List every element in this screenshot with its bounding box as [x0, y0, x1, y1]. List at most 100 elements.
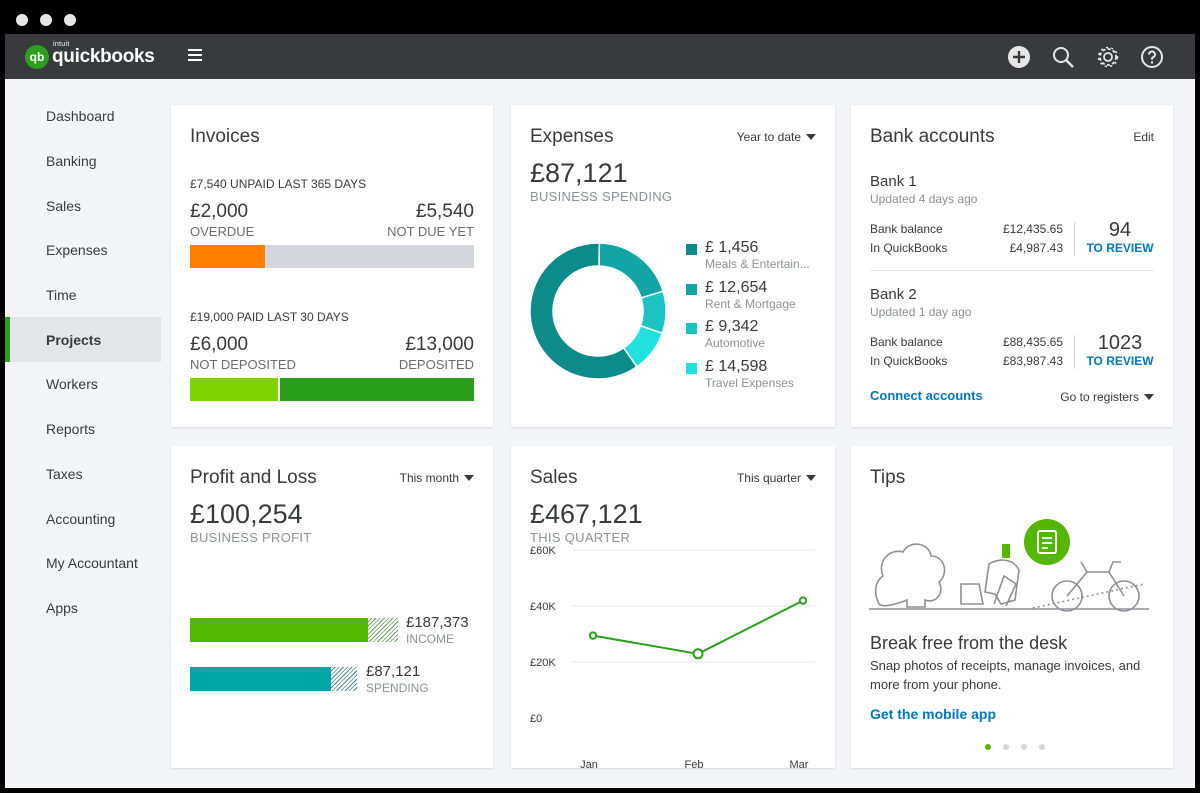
pagination-dot[interactable] — [1021, 744, 1027, 750]
get-mobile-app-link[interactable]: Get the mobile app — [870, 706, 997, 722]
overdue-label: OVERDUE — [190, 224, 255, 239]
paid-bar[interactable] — [190, 378, 474, 401]
legend-value: £ 14,598 — [705, 357, 768, 375]
expenses-period-dropdown[interactable]: Year to date — [737, 130, 816, 144]
app-body: Dashboard Banking Sales Expenses Time Project… — [5, 79, 1195, 788]
bank-2-review-count: 1023 — [1097, 332, 1143, 354]
overdue-bar-fill — [190, 245, 266, 268]
mobile-illustration — [869, 519, 1149, 612]
sales-line-chart[interactable]: £60K £40K £20K £0 Jan Feb Mar — [511, 526, 835, 778]
bank-1-review-link[interactable]: TO REVIEW — [1086, 241, 1154, 255]
window-minimize-dot[interactable] — [40, 14, 52, 26]
pnl-caption: BUSINESS PROFIT — [190, 530, 312, 545]
overdue-value: £2,000 — [190, 201, 249, 222]
search-icon[interactable] — [1050, 44, 1076, 70]
income-bar[interactable] — [190, 618, 368, 642]
spending-bar[interactable] — [190, 667, 331, 691]
legend-swatch — [686, 283, 697, 295]
sidebar-item-projects[interactable]: Projects — [5, 317, 161, 363]
menu-toggle-icon[interactable] — [188, 49, 202, 61]
spending-value: £87,121 — [366, 663, 421, 680]
sales-data-point[interactable] — [798, 596, 808, 605]
sales-caption: THIS QUARTER — [530, 530, 631, 545]
tips-card: Tips Break free from the desk Snap photo… — [851, 446, 1173, 768]
deposited-value: £13,000 — [405, 334, 474, 355]
sidebar-item-banking[interactable]: Banking — [46, 153, 97, 170]
quickbooks-logo[interactable]: qb intuit quickbooks — [25, 41, 155, 70]
not-due-label: NOT DUE YET — [387, 224, 474, 239]
go-to-registers-dropdown[interactable]: Go to registers — [1060, 390, 1154, 404]
unpaid-bar[interactable] — [190, 245, 474, 268]
legend-label: Automotive — [705, 336, 766, 350]
gear-icon[interactable] — [1095, 44, 1121, 70]
expenses-title: Expenses — [530, 126, 614, 147]
sidebar-item-expenses[interactable]: Expenses — [46, 242, 108, 259]
sidebar-item-dashboard[interactable]: Dashboard — [46, 108, 115, 125]
plus-icon[interactable] — [1006, 44, 1032, 70]
sales-period-dropdown[interactable]: This quarter — [737, 471, 816, 485]
profit-loss-card: Profit and Loss This month £100,254 BUSI… — [171, 446, 493, 768]
window-close-dot[interactable] — [16, 14, 28, 26]
bank-1-balance: £12,435.65 — [1002, 222, 1063, 236]
invoices-card: Invoices £7,540 UNPAID LAST 365 DAYS £2,… — [171, 105, 493, 427]
sidebar-item-reports[interactable]: Reports — [46, 421, 96, 438]
help-icon[interactable] — [1139, 44, 1165, 70]
sidebar-item-workers[interactable]: Workers — [46, 376, 98, 393]
window-maximize-dot[interactable] — [64, 14, 76, 26]
sidebar-item-time[interactable]: Time — [46, 287, 77, 304]
sales-series-line — [592, 599, 804, 655]
divider — [870, 270, 1154, 271]
bank-2-review-link[interactable]: TO REVIEW — [1086, 354, 1154, 368]
tips-pagination — [985, 744, 1045, 750]
x-tick-label: Feb — [685, 759, 704, 771]
bank-2-balance: £88,435.65 — [1002, 335, 1063, 349]
connect-accounts-link[interactable]: Connect accounts — [870, 388, 983, 403]
bank-1-name: Bank 1 — [870, 173, 917, 190]
legend-value: £ 9,342 — [705, 318, 759, 335]
bank-2-updated: Updated 1 day ago — [870, 305, 972, 319]
expenses-donut-chart[interactable] — [528, 241, 668, 381]
donut-slice[interactable] — [598, 242, 665, 299]
donut-slice[interactable] — [529, 242, 638, 380]
top-bar: qb intuit quickbooks — [5, 34, 1195, 79]
unpaid-period: LAST 365 DAYS — [277, 177, 367, 191]
not-deposited-label: NOT DEPOSITED — [190, 357, 296, 372]
bank-1-updated: Updated 4 days ago — [870, 192, 978, 206]
bank-edit-link[interactable]: Edit — [1133, 130, 1154, 144]
paid-period: LAST 30 DAYS — [267, 310, 349, 324]
pnl-period-dropdown[interactable]: This month — [400, 471, 474, 485]
quickbooks-wordmark: quickbooks — [52, 46, 155, 67]
paid-amount: £19,000 PAID — [190, 310, 264, 324]
tips-headline: Break free from the desk — [870, 633, 1068, 653]
pagination-dot[interactable] — [985, 744, 991, 750]
sales-data-point[interactable] — [588, 631, 598, 640]
x-tick-label: Jan — [580, 759, 598, 771]
income-bar-hatch — [368, 618, 398, 642]
divider — [1074, 222, 1075, 256]
qb-logo-icon: qb — [25, 45, 49, 69]
bank-2-qb-label: In QuickBooks — [870, 354, 948, 368]
pagination-dot[interactable] — [1003, 744, 1009, 750]
pagination-dot[interactable] — [1039, 744, 1045, 750]
legend-value: £ 1,456 — [705, 239, 759, 256]
sidebar-item-my-accountant[interactable]: My Accountant — [46, 555, 138, 572]
window-chrome — [0, 0, 1200, 34]
sidebar-item-apps[interactable]: Apps — [46, 599, 78, 616]
bank-1-qb-label: In QuickBooks — [870, 241, 948, 255]
sidebar-item-taxes[interactable]: Taxes — [46, 465, 83, 482]
bank-title: Bank accounts — [870, 126, 995, 147]
chevron-down-icon — [1144, 394, 1154, 400]
sidebar-item-sales[interactable]: Sales — [46, 197, 82, 214]
invoices-title: Invoices — [190, 126, 260, 147]
divider — [1074, 335, 1075, 369]
sales-chart-canvas: £60K £40K £20K £0 Jan Feb Mar — [530, 545, 815, 771]
not-deposited-bar-fill — [190, 378, 280, 401]
legend-swatch — [686, 362, 697, 374]
bank-accounts-card: Bank accounts Edit Bank 1 Updated 4 days… — [851, 105, 1173, 427]
tips-title: Tips — [870, 467, 906, 488]
y-tick-label: £0 — [530, 713, 542, 725]
sales-data-point[interactable] — [692, 648, 704, 660]
tips-body: Snap photos of receipts, manage invoices… — [870, 658, 1141, 692]
sidebar-item-accounting[interactable]: Accounting — [46, 510, 116, 527]
income-label: INCOME — [406, 632, 454, 646]
